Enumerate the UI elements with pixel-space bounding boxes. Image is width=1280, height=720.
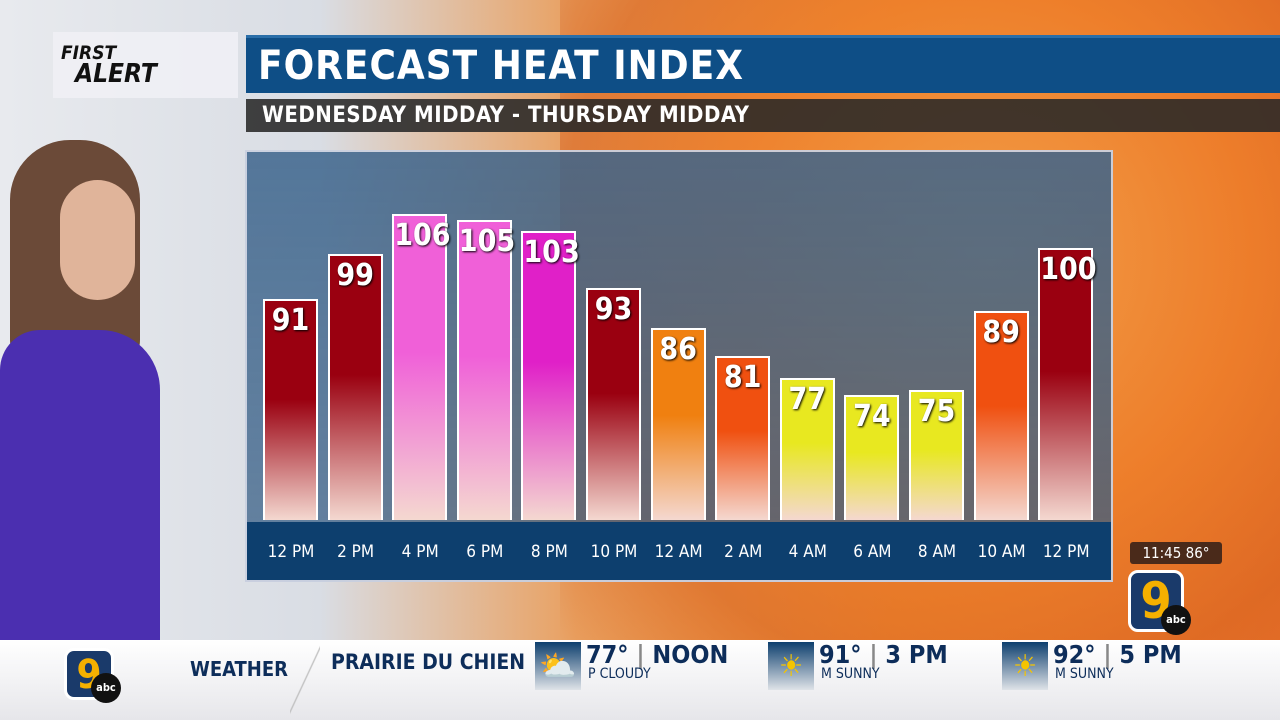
ticker-item: 77° | NOON — [586, 640, 729, 669]
sun-icon: ☀ — [1002, 642, 1048, 690]
partly-cloudy-icon: ⛅ — [535, 642, 581, 690]
bar: 75 — [909, 389, 964, 520]
x-tick-label: 4 AM — [788, 542, 827, 562]
chart-panel: 91 12 PM 99 2 PM 106 4 PM 105 6 PM 103 8 PM 93 10 P… — [245, 150, 1113, 582]
x-axis-band — [247, 522, 1111, 580]
bar-value-label: 89 — [982, 314, 1020, 350]
ticker-item: 92° | 5 PM — [1053, 640, 1182, 669]
bar-value-label: 74 — [853, 399, 891, 435]
time-temp-bug: 11:45 86° — [1130, 542, 1222, 564]
ticker-station-logo: 9 abc — [64, 648, 121, 703]
logo-text-alert: ALERT — [75, 59, 157, 89]
ticker-section: WEATHER — [190, 657, 289, 681]
bar: 74 — [844, 395, 900, 520]
bar: 93 — [586, 287, 641, 520]
x-tick-label: 10 PM — [590, 542, 638, 562]
network-logo: abc — [1161, 605, 1191, 635]
ticker-condition: M SUNNY — [821, 666, 880, 682]
ticker-item: 91° | 3 PM — [819, 640, 948, 669]
ticker-location: PRAIRIE DU CHIEN — [331, 650, 526, 674]
x-tick-label: 10 AM — [977, 542, 1026, 562]
bar-value-label: 103 — [523, 235, 580, 271]
bar: 86 — [650, 327, 706, 520]
ticker-network-logo: abc — [91, 673, 121, 703]
presenter-face — [60, 180, 135, 300]
ticker-temp: 77° — [586, 640, 629, 669]
bar: 103 — [521, 231, 580, 520]
bar: 77 — [779, 378, 835, 520]
x-tick-label: 6 AM — [853, 542, 892, 562]
page-subtitle: WEDNESDAY MIDDAY - THURSDAY MIDDAY — [246, 99, 1280, 132]
bar-value-label: 93 — [594, 291, 633, 327]
ticker-time: 3 PM — [885, 640, 948, 669]
x-tick-label: 12 AM — [654, 542, 703, 562]
ticker-temp: 91° — [819, 640, 862, 669]
bar: 100 — [1038, 248, 1097, 520]
bar-value-label: 105 — [458, 223, 516, 259]
bar-value-label: 91 — [271, 303, 310, 339]
x-tick-label: 4 PM — [401, 542, 439, 562]
bar-value-label: 86 — [659, 331, 697, 367]
bar-value-label: 100 — [1040, 252, 1097, 288]
x-tick-label: 12 PM — [1042, 542, 1090, 562]
bar-value-label: 75 — [917, 393, 956, 429]
presenter — [0, 330, 160, 640]
x-tick-label: 8 PM — [530, 542, 568, 562]
x-tick-label: 2 PM — [337, 542, 375, 562]
x-tick-label: 6 PM — [466, 542, 504, 562]
ticker-time: NOON — [652, 640, 729, 669]
ticker-condition: P CLOUDY — [588, 666, 651, 682]
ticker-time: 5 PM — [1119, 640, 1182, 669]
bar-value-label: 106 — [394, 218, 451, 254]
bar-value-label: 81 — [723, 359, 762, 395]
ticker-temp: 92° — [1053, 640, 1096, 669]
ticker-divider — [290, 640, 320, 720]
bar: 91 — [263, 299, 318, 520]
logo-text-first: FIRST — [61, 42, 117, 64]
bar-value-label: 99 — [336, 257, 374, 293]
ticker-condition: M SUNNY — [1055, 666, 1114, 682]
sun-icon: ☀ — [768, 642, 814, 690]
page-title: FORECAST HEAT INDEX — [246, 35, 1280, 93]
first-alert-logo: FIRST ALERT — [53, 32, 238, 98]
bar: 106 — [392, 214, 451, 520]
x-tick-label: 2 AM — [724, 542, 763, 562]
bug-temp: 86° — [1185, 544, 1210, 562]
bar-value-label: 77 — [788, 382, 827, 418]
station-logo: 9 abc — [1128, 570, 1191, 635]
x-tick-label: 12 PM — [267, 542, 315, 562]
bar: 89 — [973, 310, 1029, 520]
weather-ticker: 9 abc WEATHER PRAIRIE DU CHIEN — [0, 640, 1280, 720]
bar: 105 — [456, 219, 516, 520]
x-tick-label: 8 AM — [917, 542, 957, 562]
bug-time: 11:45 — [1142, 544, 1182, 562]
bar: 99 — [327, 253, 383, 520]
bar: 81 — [715, 355, 771, 520]
